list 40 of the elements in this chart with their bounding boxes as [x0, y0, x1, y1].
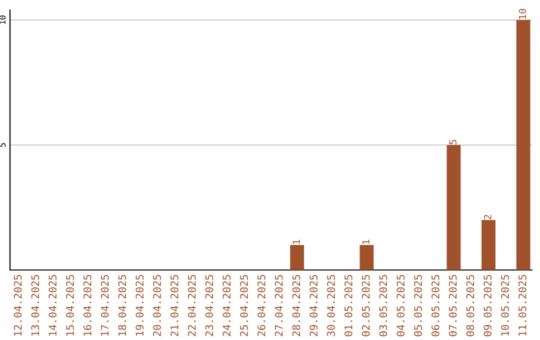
x-tick-label: 23.04.2025: [205, 275, 214, 336]
x-tick-label: 04.05.2025: [396, 275, 405, 336]
data-label: 1: [292, 240, 300, 244]
x-tick-label: 10.05.2025: [501, 275, 509, 336]
x-tick-label: 16.04.2025: [83, 275, 92, 336]
bar: [446, 145, 461, 270]
x-tick-label: 30.04.2025: [327, 275, 335, 336]
x-tick-label: 28.04.2025: [292, 275, 300, 336]
x-tick-label: 08.05.2025: [466, 275, 474, 336]
bar: [516, 20, 530, 270]
x-tick-label: 03.05.2025: [379, 275, 388, 336]
x-tick-label: 29.04.2025: [310, 275, 318, 336]
x-tick-label: 15.04.2025: [66, 275, 74, 336]
data-label: 2: [484, 214, 492, 220]
data-label: 5: [449, 140, 457, 144]
bar: [482, 220, 496, 270]
x-tick-label: 27.04.2025: [274, 275, 283, 336]
x-tick-label: 17.04.2025: [100, 275, 109, 336]
x-tick-label: 06.05.2025: [431, 275, 440, 336]
x-tick-label: 20.04.2025: [153, 275, 161, 336]
bar: [290, 245, 304, 270]
x-tick-label: 22.04.2025: [188, 275, 196, 336]
x-tick-label: 02.05.2025: [362, 275, 370, 336]
x-tick-label: 21.04.2025: [170, 275, 178, 336]
x-tick-label: 07.05.2025: [448, 275, 457, 336]
x-tick-label: 25.04.2025: [240, 275, 248, 336]
data-label: 10: [518, 8, 526, 19]
x-tick-label: 14.04.2025: [48, 275, 57, 336]
x-tick-label: 26.04.2025: [257, 275, 266, 336]
x-tick-label: 09.05.2025: [484, 275, 492, 336]
x-tick-label: 01.05.2025: [344, 275, 352, 336]
bar: [360, 245, 374, 270]
x-tick-label: 18.04.2025: [118, 275, 126, 336]
x-tick-label: 24.04.2025: [222, 275, 231, 336]
x-tick-label: 19.04.2025: [136, 275, 144, 336]
data-label: 1: [362, 240, 370, 244]
x-tick-label: 13.04.2025: [31, 275, 40, 336]
x-tick-label: 11.05.2025: [518, 275, 526, 336]
x-tick-label: 12.04.2025: [14, 275, 22, 336]
x-tick-label: 05.05.2025: [414, 275, 422, 336]
